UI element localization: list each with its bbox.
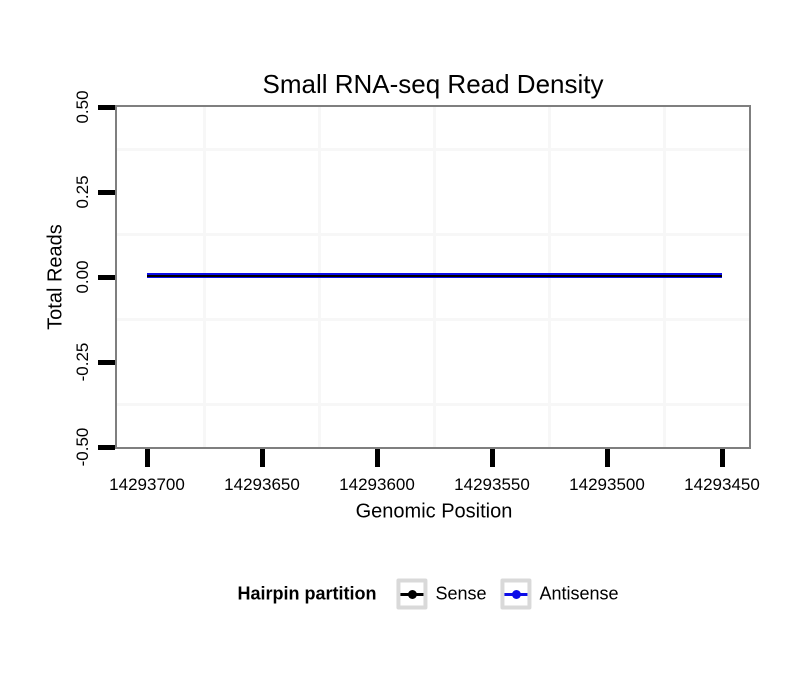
- x-axis-title: Genomic Position: [355, 500, 513, 523]
- legend-item-sense: Sense: [396, 578, 487, 610]
- y-axis-title: Total Reads: [44, 224, 67, 330]
- x-tick-mark: [605, 449, 610, 467]
- gridline-minor-horizontal: [117, 318, 749, 321]
- x-tick-label: 14293450: [684, 475, 760, 494]
- x-tick-mark: [145, 449, 150, 467]
- x-tick-label: 14293600: [339, 475, 415, 494]
- y-tick-label: -0.25: [73, 342, 92, 382]
- gridline-minor-horizontal: [117, 403, 749, 406]
- legend-label-sense: Sense: [435, 583, 487, 604]
- plot-panel: [115, 105, 751, 449]
- legend-key-antisense: [500, 578, 532, 610]
- y-tick-mark: [98, 190, 115, 195]
- x-tick-label: 14293700: [109, 475, 185, 494]
- gridline-minor-horizontal: [117, 148, 749, 151]
- y-tick-mark: [98, 275, 115, 280]
- legend-item-antisense: Antisense: [500, 578, 619, 610]
- sense-point-glyph: [407, 589, 417, 599]
- y-tick-label: -0.50: [73, 427, 92, 467]
- y-tick-label: 0.25: [73, 175, 92, 209]
- sense-series-line: [147, 275, 722, 277]
- x-tick-label: 14293500: [569, 475, 645, 494]
- legend-label-antisense: Antisense: [539, 583, 619, 604]
- x-tick-label: 14293650: [224, 475, 300, 494]
- legend-key-sense: [396, 578, 428, 610]
- plot-area: [117, 107, 749, 447]
- x-tick-mark: [260, 449, 265, 467]
- x-tick-mark: [375, 449, 380, 467]
- y-tick-mark: [98, 105, 115, 110]
- legend: Hairpin partition Sense Antisense: [237, 578, 632, 610]
- legend-title: Hairpin partition: [237, 583, 377, 604]
- y-tick-mark: [98, 360, 115, 365]
- y-tick-mark: [98, 445, 115, 450]
- gridline-minor-horizontal: [117, 233, 749, 236]
- antisense-point-glyph: [511, 589, 521, 599]
- y-tick-label: 0.50: [73, 90, 92, 124]
- chart-title: Small RNA-seq Read Density: [262, 69, 604, 99]
- y-tick-label: 0.00: [73, 260, 92, 294]
- x-tick-mark: [490, 449, 495, 467]
- x-tick-label: 14293550: [454, 475, 530, 494]
- x-tick-mark: [720, 449, 725, 467]
